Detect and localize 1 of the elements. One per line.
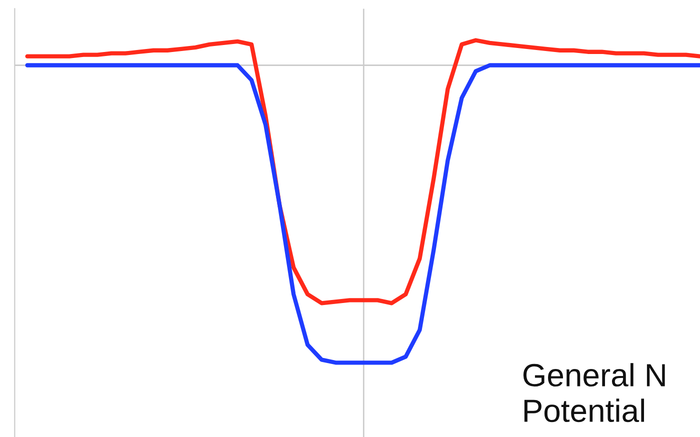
text: General N Potential [523,363,665,422]
